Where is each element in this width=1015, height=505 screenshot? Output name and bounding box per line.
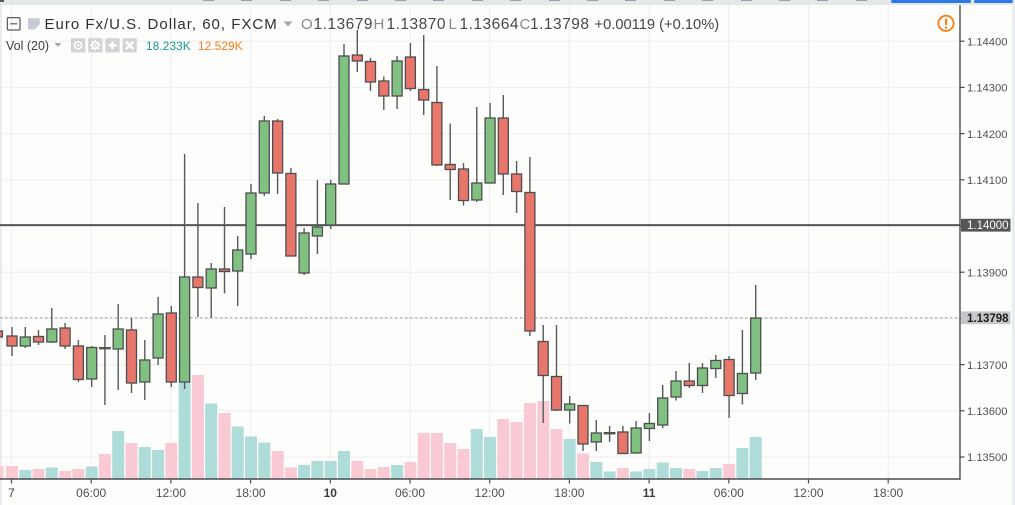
svg-text:12:00: 12:00 [156, 486, 186, 500]
svg-text:18:00: 18:00 [554, 486, 584, 500]
svg-text:06:00: 06:00 [395, 486, 425, 500]
svg-text:1.13600: 1.13600 [967, 406, 1007, 418]
svg-text:1.13798: 1.13798 [530, 16, 590, 33]
svg-text:1.14100: 1.14100 [967, 175, 1007, 187]
svg-text:1.13870: 1.13870 [387, 16, 447, 33]
svg-text:1.13798: 1.13798 [967, 313, 1009, 325]
svg-text:+0.00119 (+0.10%): +0.00119 (+0.10%) [595, 17, 720, 33]
svg-text:C: C [520, 16, 531, 33]
svg-text:H: H [374, 16, 385, 33]
svg-text:O: O [301, 16, 313, 33]
svg-text:18.233K: 18.233K [146, 39, 191, 53]
svg-text:10: 10 [324, 486, 338, 500]
svg-text:1.13900: 1.13900 [967, 267, 1007, 279]
svg-text:18:00: 18:00 [873, 486, 903, 500]
svg-text:12:00: 12:00 [475, 486, 505, 500]
svg-text:18:00: 18:00 [236, 486, 266, 500]
svg-text:7: 7 [8, 486, 15, 500]
svg-text:1.13700: 1.13700 [967, 360, 1007, 372]
svg-text:1.14200: 1.14200 [967, 129, 1007, 141]
svg-text:1.13500: 1.13500 [967, 452, 1007, 464]
svg-text:1.13664: 1.13664 [460, 16, 520, 33]
svg-text:06:00: 06:00 [714, 486, 744, 500]
svg-text:Vol (20): Vol (20) [6, 39, 49, 53]
svg-text:12.529K: 12.529K [198, 39, 243, 53]
svg-text:1.13679: 1.13679 [314, 16, 374, 33]
svg-text:12:00: 12:00 [793, 486, 823, 500]
svg-text:1.14400: 1.14400 [967, 36, 1007, 48]
svg-text:11: 11 [643, 486, 656, 500]
svg-text:06:00: 06:00 [76, 486, 106, 500]
svg-text:1.14300: 1.14300 [967, 83, 1007, 95]
svg-text:Euro Fx/U.S. Dollar, 60, FXCM: Euro Fx/U.S. Dollar, 60, FXCM [45, 16, 278, 33]
svg-text:L: L [449, 16, 457, 33]
svg-text:1.14000: 1.14000 [967, 220, 1009, 232]
